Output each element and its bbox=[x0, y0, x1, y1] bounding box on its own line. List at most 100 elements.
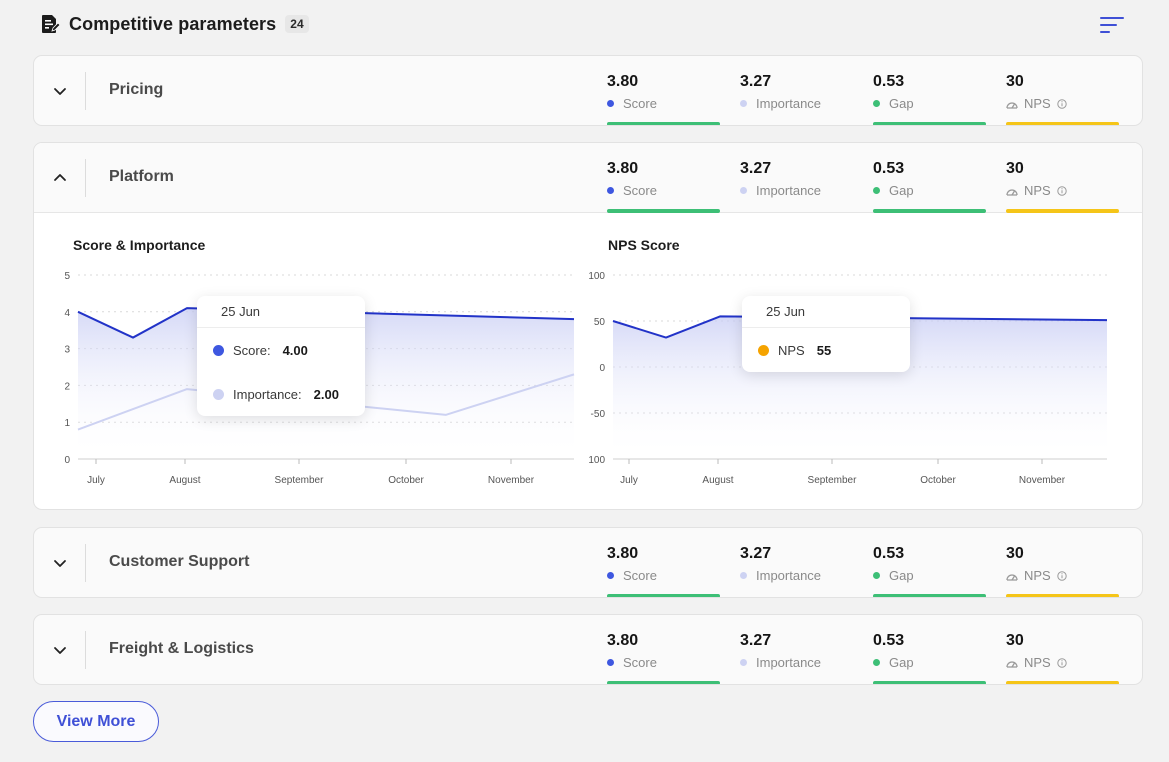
y-tick-label: 5 bbox=[64, 271, 70, 282]
view-more-button[interactable]: View More bbox=[33, 701, 159, 742]
gauge-icon bbox=[1006, 573, 1018, 581]
x-tick-label: November bbox=[488, 475, 535, 486]
x-tick-label: September bbox=[275, 475, 325, 486]
chart-tooltip: 25 Jun NPS 55 bbox=[742, 296, 910, 372]
score-value: 3.80 bbox=[607, 73, 639, 90]
category-card: Pricing 3.80 Score 3.27 Importance 0.53 Gap 30 N… bbox=[33, 55, 1143, 126]
tooltip-dot-icon bbox=[758, 344, 769, 356]
nps-value: 30 bbox=[1006, 632, 1024, 649]
tooltip-row: Importance: 2.00 bbox=[197, 372, 365, 416]
tooltip-value: 2.00 bbox=[313, 386, 339, 402]
gauge-icon bbox=[1006, 660, 1018, 668]
row-divider bbox=[85, 159, 86, 197]
tooltip-label: Importance: bbox=[233, 386, 302, 402]
category-name: Freight & Logistics bbox=[109, 640, 254, 657]
category-name: Platform bbox=[109, 168, 174, 185]
y-tick-label: 1 bbox=[64, 418, 70, 429]
metric-nps: 30 NPS bbox=[1006, 545, 1119, 597]
gap-dot-icon bbox=[873, 187, 880, 194]
series-line-score[interactable] bbox=[77, 307, 575, 339]
metric-importance: 3.27 Importance bbox=[740, 632, 853, 684]
gap-label-row: Gap bbox=[873, 183, 986, 198]
gap-label-row: Gap bbox=[873, 568, 986, 583]
tooltip-value: 4.00 bbox=[282, 342, 308, 358]
nps-label-row: NPS bbox=[1006, 655, 1119, 670]
score-value: 3.80 bbox=[607, 632, 639, 649]
y-tick-label: 2 bbox=[64, 381, 70, 392]
score-dot-icon bbox=[607, 572, 614, 579]
info-icon[interactable] bbox=[1057, 657, 1067, 668]
gap-label: Gap bbox=[889, 568, 914, 583]
metric-score: 3.80 Score bbox=[607, 545, 720, 597]
sort-icon[interactable] bbox=[1099, 15, 1125, 35]
category-row[interactable]: Platform 3.80 Score 3.27 Importance 0.53 Gap 30… bbox=[34, 143, 1142, 213]
score-bar bbox=[607, 594, 720, 597]
score-bar bbox=[607, 681, 720, 684]
category-card: Freight & Logistics 3.80 Score 3.27 Importan… bbox=[33, 614, 1143, 685]
category-name: Pricing bbox=[109, 81, 164, 98]
nps-label-row: NPS bbox=[1006, 96, 1119, 111]
chevron-down-icon[interactable] bbox=[52, 83, 68, 99]
category-row[interactable]: Freight & Logistics 3.80 Score 3.27 Importan… bbox=[34, 615, 1142, 684]
tooltip-row: NPS 55 bbox=[742, 328, 910, 372]
y-tick-label: 100 bbox=[589, 271, 605, 282]
gap-value: 0.53 bbox=[873, 160, 905, 177]
chevron-down-icon[interactable] bbox=[52, 555, 68, 571]
series-line-nps[interactable] bbox=[612, 315, 1108, 339]
y-tick-label: 0 bbox=[599, 363, 605, 374]
chart-tooltip: 25 Jun Score: 4.00 Importance: 2.00 bbox=[197, 296, 365, 416]
category-row[interactable]: Customer Support 3.80 Score 3.27 Importance 0… bbox=[34, 528, 1142, 597]
score-value: 3.80 bbox=[607, 545, 639, 562]
score-dot-icon bbox=[607, 187, 614, 194]
page-title: Competitive parameters bbox=[69, 13, 277, 34]
gap-dot-icon bbox=[873, 572, 880, 579]
score-label: Score bbox=[623, 183, 657, 198]
score-dot-icon bbox=[607, 659, 614, 666]
gap-dot-icon bbox=[873, 100, 880, 107]
metric-importance: 3.27 Importance bbox=[740, 73, 853, 125]
y-tick-label: 4 bbox=[64, 308, 70, 319]
gauge-icon bbox=[1006, 101, 1018, 109]
info-icon[interactable] bbox=[1057, 570, 1067, 581]
importance-label: Importance bbox=[756, 655, 822, 670]
info-icon[interactable] bbox=[1057, 98, 1067, 109]
x-tick-label: July bbox=[620, 475, 638, 486]
gap-bar bbox=[873, 122, 986, 125]
score-label-row: Score bbox=[607, 183, 720, 198]
charts-panel: Score & Importance 5 4 3 2 1 0 July August Septem… bbox=[34, 213, 1142, 509]
score-label-row: Score bbox=[607, 655, 720, 670]
score-bar bbox=[607, 209, 720, 213]
gap-label-row: Gap bbox=[873, 655, 986, 670]
nps-bar bbox=[1006, 594, 1119, 597]
category-row[interactable]: Pricing 3.80 Score 3.27 Importance 0.53 Gap 30 N… bbox=[34, 56, 1142, 125]
nps-bar bbox=[1006, 681, 1119, 684]
nps-value: 30 bbox=[1006, 160, 1024, 177]
metric-score: 3.80 Score bbox=[607, 160, 720, 213]
tooltip-value: 55 bbox=[816, 342, 832, 358]
metric-score: 3.80 Score bbox=[607, 632, 720, 684]
metric-gap: 0.53 Gap bbox=[873, 160, 986, 213]
gap-label: Gap bbox=[889, 183, 914, 198]
row-divider bbox=[85, 544, 86, 582]
importance-label: Importance bbox=[756, 183, 822, 198]
x-tick-label: November bbox=[1019, 475, 1066, 486]
y-tick-label: -50 bbox=[591, 409, 606, 420]
nps-bar bbox=[1006, 122, 1119, 125]
chevron-down-icon[interactable] bbox=[52, 642, 68, 658]
row-divider bbox=[85, 72, 86, 110]
tooltip-label: NPS bbox=[778, 342, 805, 358]
y-tick-label: -100 bbox=[589, 455, 605, 466]
chevron-up-icon[interactable] bbox=[52, 170, 68, 186]
nps-label: NPS bbox=[1024, 568, 1051, 583]
importance-label-row: Importance bbox=[740, 655, 853, 670]
series-area bbox=[613, 316, 1107, 459]
info-icon[interactable] bbox=[1057, 185, 1067, 196]
nps-value: 30 bbox=[1006, 545, 1024, 562]
importance-dot-icon bbox=[740, 187, 747, 194]
y-tick-label: 3 bbox=[64, 345, 70, 356]
gap-bar bbox=[873, 209, 986, 213]
score-label: Score bbox=[623, 568, 657, 583]
metric-nps: 30 NPS bbox=[1006, 632, 1119, 684]
nps-label: NPS bbox=[1024, 183, 1051, 198]
importance-dot-icon bbox=[740, 659, 747, 666]
